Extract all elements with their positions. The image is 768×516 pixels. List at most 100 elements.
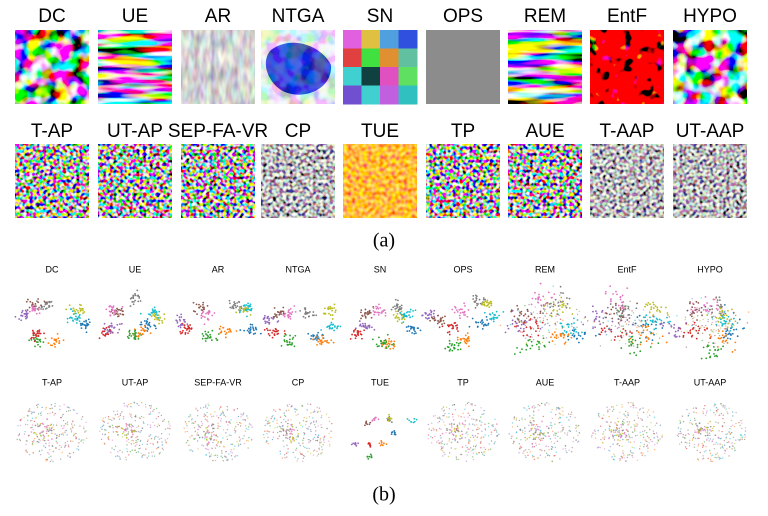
point [616,444,617,445]
point [433,310,435,312]
point [37,423,39,425]
point [122,451,123,452]
point [38,439,39,440]
point [117,332,119,334]
point [526,452,527,453]
point [541,403,542,404]
point [631,315,632,316]
point [496,435,497,436]
point [27,309,29,311]
point [647,416,648,417]
point [460,416,461,417]
point [234,430,235,431]
point [376,308,378,310]
point [560,417,561,418]
point [676,315,677,316]
point [691,423,692,424]
point [565,445,566,446]
point [692,303,694,305]
point [46,425,47,426]
point [328,342,330,344]
point [431,430,432,431]
point [481,320,483,322]
point [694,418,695,419]
point [37,341,39,343]
point [655,328,657,330]
point [610,313,611,314]
point [199,437,200,438]
point [285,416,286,417]
point [735,328,737,330]
point [336,326,338,328]
point [722,444,723,445]
point [169,423,170,424]
point [707,430,708,431]
point [197,440,198,441]
point [637,344,639,346]
point [454,322,456,324]
point [720,319,722,321]
image-label: HYPO [683,6,737,27]
point [632,447,633,448]
point [280,453,281,454]
point [394,317,396,319]
point [621,404,622,405]
point [561,333,563,335]
patch [362,49,381,68]
image [508,144,582,218]
point [665,307,667,309]
point [548,341,550,343]
point [733,313,734,314]
point [646,426,647,427]
point [99,431,100,432]
point [449,350,451,352]
point [646,329,648,331]
point [624,305,626,307]
point [636,330,637,331]
point [533,424,534,425]
point [297,414,298,415]
point [146,457,147,458]
point [169,434,170,435]
point [449,432,451,434]
point [636,327,637,328]
point [69,317,71,319]
point [332,324,334,326]
point [333,342,335,344]
point [104,429,105,430]
point [16,439,17,440]
point [744,434,745,435]
point [549,303,551,305]
point [58,340,60,342]
point [219,408,220,409]
point [695,325,696,326]
point [706,302,708,304]
point [462,338,464,340]
point [529,336,531,338]
point [722,457,723,458]
point [150,427,151,428]
point [480,407,481,408]
point [112,440,113,441]
point [628,306,630,308]
point [727,326,729,328]
point [537,327,539,329]
point [317,341,319,343]
point [630,426,631,427]
point [713,331,714,332]
point [200,317,202,319]
point [387,417,389,419]
point [145,406,146,407]
point [465,404,466,405]
point [627,439,628,440]
point [637,424,638,425]
point [556,409,557,410]
point [599,334,601,336]
plot-label: SN [374,264,387,274]
point [110,332,112,334]
point [555,324,556,325]
point [18,318,20,320]
point [500,325,501,326]
image [590,144,664,218]
point [217,428,219,430]
